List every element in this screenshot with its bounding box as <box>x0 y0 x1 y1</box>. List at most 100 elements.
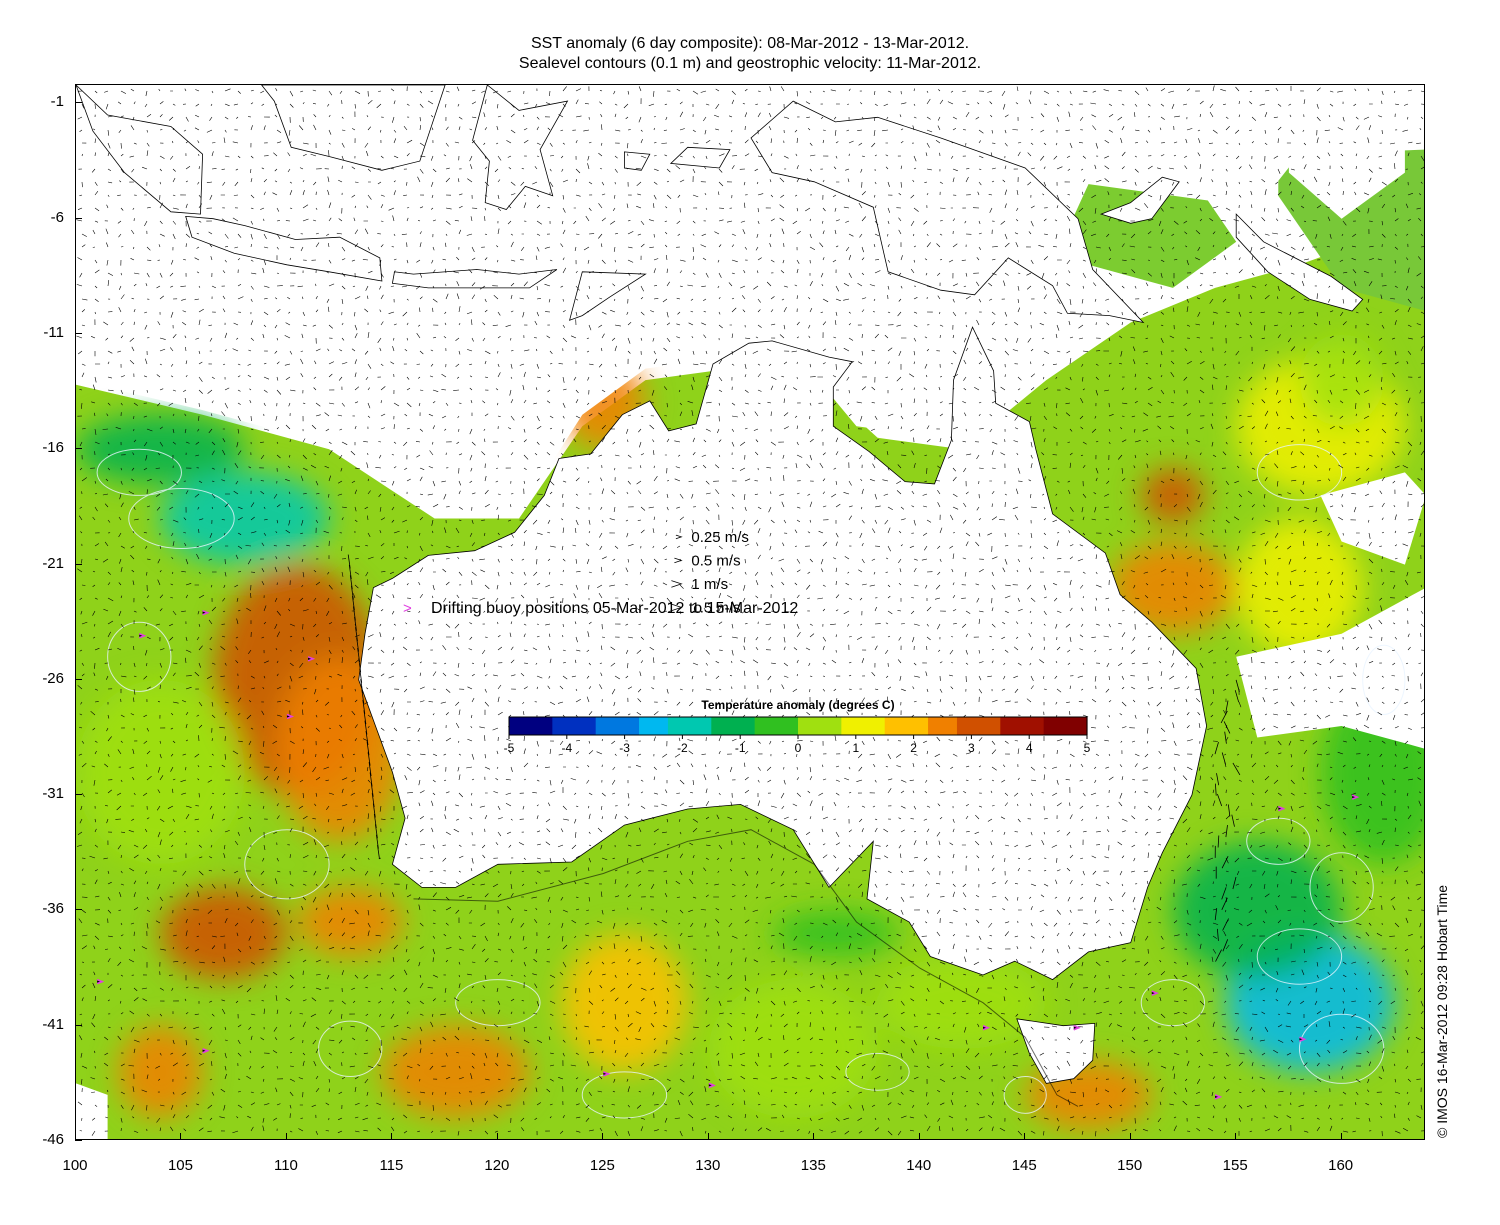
x-tick-label: 110 <box>273 1157 298 1174</box>
colorbar-swatch <box>667 717 683 735</box>
x-tick-mark <box>391 1133 393 1140</box>
y-tick-mark <box>75 909 82 911</box>
buoy-marker <box>603 1071 611 1077</box>
colorbar-swatch <box>783 717 799 735</box>
colorbar-swatch <box>826 717 842 735</box>
y-tick-label: -16 <box>42 439 64 457</box>
colorbar-tick-label: -2 <box>677 741 688 755</box>
y-tick-mark <box>75 678 82 680</box>
colorbar-swatch <box>913 717 929 735</box>
buoy-marker <box>138 633 147 639</box>
x-tick-mark <box>813 1133 815 1140</box>
drifting-buoys <box>96 609 1360 1100</box>
x-tick-label: 130 <box>695 1157 721 1174</box>
colorbar-swatch <box>509 717 525 735</box>
colorbar-swatch <box>624 717 640 735</box>
x-tick-mark <box>1129 1133 1131 1140</box>
velocity-field <box>76 85 1424 1137</box>
buoy-marker <box>1073 1024 1081 1031</box>
x-tick-label: 105 <box>167 1157 193 1174</box>
colorbar-swatch <box>928 717 944 735</box>
colorbar-swatch <box>841 717 857 735</box>
buoy-marker <box>286 713 295 720</box>
sulawesi-landmass <box>472 85 569 210</box>
colorbar-swatch <box>581 717 597 735</box>
buoy-marker <box>96 978 105 985</box>
velocity-legend-label: 0.5 m/s <box>691 552 740 569</box>
colorbar-swatch <box>1043 717 1059 735</box>
timor-landmass <box>569 271 647 321</box>
colorbar-swatch <box>870 717 886 735</box>
buoy-legend-symbol: > <box>403 600 412 617</box>
solomon-islands-landmass <box>1235 213 1364 312</box>
y-tick-mark <box>75 448 82 450</box>
colorbar-swatch <box>971 717 987 735</box>
contour-6 <box>1309 852 1374 923</box>
contour-0 <box>96 448 182 496</box>
seram-landmass <box>669 146 731 169</box>
colorbar-swatch <box>595 717 611 735</box>
colorbar: Temperature anomaly (degrees C) -5 -4 -3 -2 -… <box>504 698 1091 755</box>
y-tick-label: -26 <box>42 669 64 687</box>
colorbar-swatch <box>754 717 770 735</box>
colorbar-swatch <box>1072 717 1088 735</box>
contour-1 <box>128 487 235 549</box>
y-tick-mark <box>75 794 82 796</box>
colorbar-tick-label: 3 <box>968 741 975 755</box>
x-tick-mark <box>1024 1133 1026 1140</box>
velocity-legend-label: 1.5 m/s <box>691 599 740 616</box>
colorbar-swatch <box>552 717 568 735</box>
colorbar-tick-label: 5 <box>1084 741 1091 755</box>
colorbar-swatch <box>812 717 828 735</box>
contour-2 <box>107 621 172 692</box>
cloud-gap-ne <box>1288 87 1405 219</box>
buoy-marker <box>1151 990 1159 996</box>
colorbar-swatch <box>682 717 698 735</box>
x-tick-mark <box>918 1133 920 1140</box>
contour-8 <box>1362 644 1406 715</box>
colorbar-tick-label: 2 <box>910 741 917 755</box>
x-tick-mark <box>496 1133 498 1140</box>
buoy-legend-label: Drifting buoy positions 05-Mar-2012 to 1… <box>431 600 798 617</box>
contour-13 <box>455 979 541 1027</box>
sumatra-landmass <box>76 85 204 215</box>
x-tick-label: 120 <box>484 1157 510 1174</box>
nusa-tenggara-landmass <box>391 269 558 289</box>
x-tick-mark <box>1235 1133 1237 1140</box>
colorbar-swatch <box>523 717 539 735</box>
tasmania-landmass <box>1016 1018 1096 1084</box>
x-tick-mark <box>285 1133 287 1140</box>
buoy-marker <box>1278 805 1286 812</box>
map-frame: 0.25 m/s 0.5 m/s 1 m/s 1.5 m/s > Drifting buo… <box>75 84 1425 1140</box>
x-tick-mark <box>707 1133 709 1140</box>
new-guinea-landmass <box>750 100 1145 324</box>
velocity-legend: 0.25 m/s 0.5 m/s 1 m/s 1.5 m/s <box>668 529 749 616</box>
x-tick-label: 135 <box>800 1157 826 1174</box>
velocity-legend-arrow <box>675 534 683 540</box>
colorbar-tick-label: -1 <box>735 741 746 755</box>
colorbar-swatch <box>985 717 1001 735</box>
australia-landmass <box>358 326 1208 981</box>
colorbar-tick-label: -4 <box>561 741 572 755</box>
colorbar-swatch <box>769 717 785 735</box>
colorbar-swatch <box>696 717 712 735</box>
map-title-line-1: SST anomaly (6 day composite): 08-Mar-20… <box>530 35 970 52</box>
colorbar-swatch <box>711 717 727 735</box>
colorbar-swatch <box>725 717 741 735</box>
colorbar-swatch <box>1000 717 1016 735</box>
y-tick-mark <box>75 563 82 565</box>
colorbar-tick-label: -5 <box>504 741 515 755</box>
colorbar-swatch <box>855 717 871 735</box>
sealevel-contours <box>96 444 1406 1119</box>
colorbar-swatch <box>1014 717 1030 735</box>
colorbar-swatch <box>798 717 814 735</box>
x-tick-mark <box>1340 1133 1342 1140</box>
map-title-line-2: Sealevel contours (0.1 m) and geostrophi… <box>518 55 982 72</box>
buoy-marker <box>982 1024 991 1031</box>
colorbar-swatch <box>956 717 972 735</box>
colorbar-swatch <box>610 717 626 735</box>
y-tick-mark <box>75 102 82 104</box>
cloud-gaps <box>76 85 1424 1139</box>
y-tick-mark <box>75 1024 82 1026</box>
colorbar-swatch <box>1029 717 1045 735</box>
